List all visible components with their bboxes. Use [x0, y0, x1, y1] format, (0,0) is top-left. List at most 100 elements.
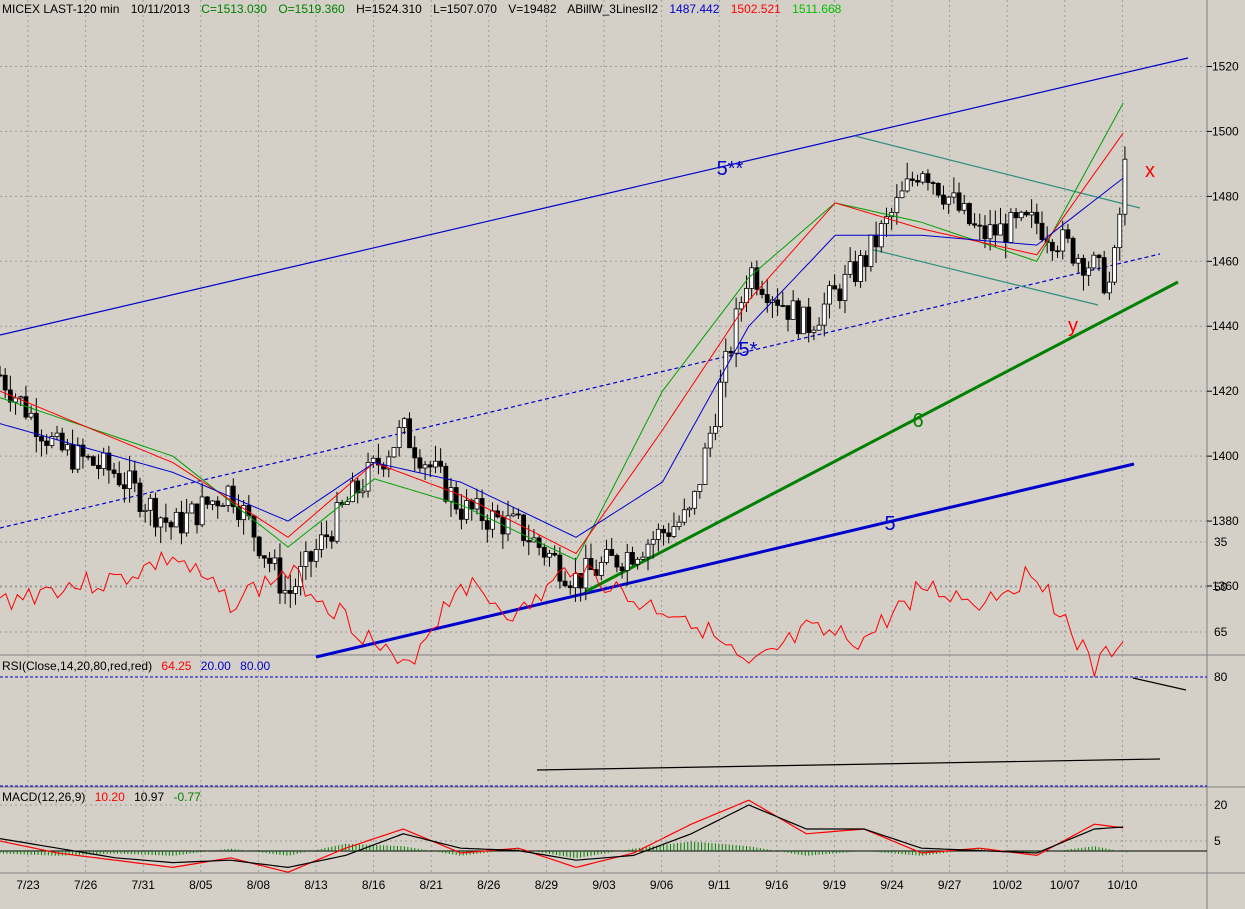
ma-line-ma20 [0, 177, 1124, 538]
candle-body [427, 464, 433, 468]
candle-body [90, 456, 96, 466]
rsi-resistance-line [1132, 677, 1187, 691]
x-tick-label: 9/16 [765, 878, 789, 892]
candle-body [645, 543, 651, 558]
ma-line-ma5 [0, 102, 1124, 561]
candle-body [904, 178, 910, 192]
candle-body [453, 487, 459, 510]
candle-body [692, 491, 698, 509]
macd-line [0, 799, 1124, 873]
candle-body [39, 436, 44, 442]
candle-body [28, 412, 34, 418]
candle-body [443, 465, 449, 502]
candle-body [0, 374, 3, 377]
candle-body [407, 418, 412, 449]
y-tick-label: 1480 [1212, 189, 1239, 203]
x-tick-label: 9/11 [708, 878, 731, 892]
candle-body [583, 558, 589, 589]
macd-hist: -0.77 [173, 790, 201, 804]
low-label: L=1507.070 [433, 2, 497, 16]
candle-body [80, 444, 86, 457]
candle-body [122, 484, 127, 490]
candle-body [64, 444, 70, 451]
candle-body [790, 300, 796, 320]
y-tick-label: 1400 [1212, 449, 1239, 463]
candle-body [650, 539, 656, 545]
candle-body [738, 302, 744, 310]
candle-body [998, 223, 1003, 236]
x-tick-label: 8/29 [535, 878, 559, 892]
rsi-header: RSI(Close,14,20,80,red,red) 64.25 20.00 … [2, 659, 276, 673]
candle-body [697, 484, 703, 492]
candle-body [982, 225, 988, 240]
candle-body [350, 480, 355, 503]
candle-body [142, 509, 148, 512]
candle-body [687, 507, 692, 511]
rsi-tick-label: 50 [1214, 580, 1228, 594]
candle-body [464, 500, 469, 520]
trend-lines [0, 57, 1189, 771]
rsi-high: 80.00 [240, 659, 271, 673]
macd-label: MACD(12,26,9) [2, 790, 86, 804]
wave-label: x [1145, 160, 1155, 182]
candle-body [458, 508, 464, 520]
candle-body [681, 509, 687, 523]
candle-body [925, 173, 931, 183]
candle-body [111, 469, 117, 474]
candle-body [412, 447, 418, 459]
candle-body [578, 573, 584, 589]
wave6-trend-line [584, 280, 1179, 594]
candle-body [733, 308, 739, 354]
candle-body [313, 549, 319, 562]
candle-body [780, 305, 786, 307]
candle-body [319, 534, 324, 550]
price-candles [0, 146, 1128, 608]
candle-body [49, 436, 55, 446]
candle-body [70, 444, 75, 470]
candle-body [598, 562, 604, 576]
candle-body [386, 456, 392, 470]
candle-body [671, 526, 677, 537]
candle-body [153, 497, 158, 528]
candle-body [1091, 254, 1097, 269]
wave-label: 5** [717, 158, 744, 180]
volume-label: V=19482 [508, 2, 557, 16]
candle-body [868, 234, 874, 267]
candle-body [666, 532, 672, 537]
candle-body [220, 505, 226, 507]
ma-value-blue: 1487.442 [669, 2, 720, 16]
candle-body [236, 506, 241, 520]
candle-body [827, 285, 832, 305]
candle-body [588, 558, 594, 571]
wedge-upper-line [854, 135, 1141, 209]
candle-body [1081, 257, 1086, 276]
candle-body [956, 192, 962, 211]
candle-body [609, 549, 615, 556]
candle-body [935, 182, 941, 196]
x-tick-label: 10/10 [1107, 878, 1137, 892]
candle-body [1096, 254, 1102, 259]
candle-body [624, 552, 630, 571]
candle-body [811, 329, 817, 333]
candle-body [365, 462, 371, 492]
candle-body [422, 464, 428, 469]
candle-body [18, 396, 24, 399]
candle-body [391, 447, 397, 458]
candle-body [635, 558, 641, 565]
x-tick-label: 8/08 [247, 878, 271, 892]
candle-body [168, 521, 174, 528]
candle-body [557, 554, 563, 582]
candle-body [261, 555, 267, 559]
candle-body [920, 173, 926, 183]
candle-body [562, 580, 568, 587]
candle-body [619, 566, 625, 571]
candle-body [573, 573, 578, 589]
candle-body [370, 457, 376, 463]
x-tick-label: 8/05 [189, 878, 213, 892]
candle-body [614, 555, 620, 568]
x-tick-label: 9/06 [650, 878, 674, 892]
candle-body [604, 549, 609, 563]
candle-body [54, 432, 60, 437]
